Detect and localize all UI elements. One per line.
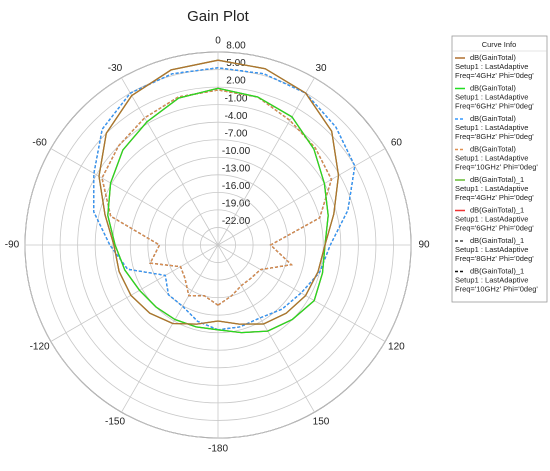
grid-spoke (121, 244, 219, 413)
legend-condition: Freq='10GHz' Phi='0deg' (455, 162, 538, 171)
r-tick-label: -7.00 (225, 128, 248, 139)
r-tick-label: -22.00 (222, 216, 251, 227)
legend-name: dB(GainTotal) (470, 144, 516, 153)
r-tick-label: 2.00 (226, 76, 246, 87)
legend-name: dB(GainTotal)_1 (470, 175, 524, 184)
r-tick-label: -19.00 (222, 199, 251, 210)
gain-curve (107, 87, 329, 334)
grid-spoke (217, 77, 315, 246)
legend-name: dB(GainTotal) (470, 83, 516, 92)
legend-condition: Freq='4GHz' Phi='0deg' (455, 71, 534, 80)
chart-title: Gain Plot (187, 8, 250, 25)
legend-setup: Setup1 : LastAdaptive (455, 123, 528, 132)
legend-condition: Freq='8GHz' Phi='0deg' (455, 132, 534, 141)
legend-condition: Freq='6GHz' Phi='0deg' (455, 101, 534, 110)
legend-setup: Setup1 : LastAdaptive (455, 153, 528, 162)
theta-tick-label: 90 (418, 240, 430, 251)
r-tick-label: -1.00 (225, 93, 248, 104)
grid-spoke (50, 148, 219, 246)
legend-setup: Setup1 : LastAdaptive (455, 92, 528, 101)
theta-tick-label: 30 (315, 63, 327, 74)
r-tick-label: -13.00 (222, 163, 251, 174)
theta-tick-label: -60 (32, 138, 47, 149)
grid-spoke (217, 148, 386, 246)
grid-spoke (217, 244, 386, 342)
r-tick-label: -16.00 (222, 181, 251, 192)
legend-condition: Freq='6GHz' Phi='0deg' (455, 223, 534, 232)
gain-curve (101, 89, 333, 306)
gain-curve (93, 67, 356, 331)
theta-tick-label: -30 (108, 63, 123, 74)
gain-curve (98, 59, 340, 325)
r-tick-label: -4.00 (225, 111, 248, 122)
legend-name: dB(GainTotal)_1 (470, 266, 524, 275)
legend-condition: Freq='10GHz' Phi='0deg' (455, 284, 538, 293)
legend-setup: Setup1 : LastAdaptive (455, 62, 528, 71)
theta-tick-label: 60 (391, 138, 403, 149)
r-tick-label: 8.00 (226, 41, 246, 52)
theta-tick-label: -150 (105, 416, 125, 427)
theta-tick-label: 0 (215, 36, 221, 47)
grid-spoke (217, 244, 315, 413)
theta-tick-label: 120 (388, 342, 405, 353)
legend-name: dB(GainTotal) (470, 114, 516, 123)
legend-setup: Setup1 : LastAdaptive (455, 184, 528, 193)
grid-spoke (50, 244, 219, 342)
legend-setup: Setup1 : LastAdaptive (455, 275, 528, 284)
legend-name: dB(GainTotal)_1 (470, 236, 524, 245)
r-tick-label: -10.00 (222, 146, 251, 157)
legend-condition: Freq='4GHz' Phi='0deg' (455, 193, 534, 202)
theta-tick-label: 150 (313, 416, 330, 427)
theta-tick-label: -180 (208, 444, 228, 455)
legend-name: dB(GainTotal)_1 (470, 205, 524, 214)
legend-box (451, 35, 548, 303)
legend-name: dB(GainTotal) (470, 53, 516, 62)
grid-spoke (121, 77, 219, 246)
legend-condition: Freq='8GHz' Phi='0deg' (455, 254, 534, 263)
legend-setup: Setup1 : LastAdaptive (455, 245, 528, 254)
theta-tick-label: -90 (5, 240, 20, 251)
theta-tick-label: -120 (30, 342, 50, 353)
legend-title: Curve Info (482, 40, 517, 49)
legend-setup: Setup1 : LastAdaptive (455, 214, 528, 223)
